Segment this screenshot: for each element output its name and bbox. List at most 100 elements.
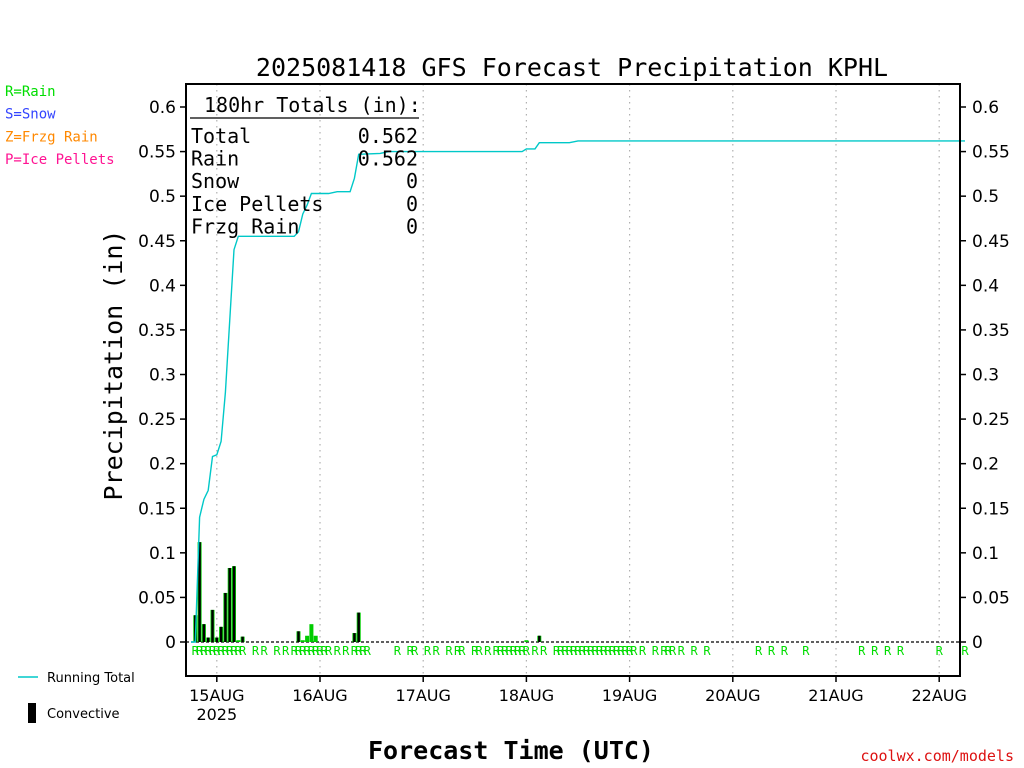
precip-type-marker: R xyxy=(493,644,501,658)
precip-type-marker: R xyxy=(652,644,660,658)
convective-bar xyxy=(215,637,218,642)
convective-bar xyxy=(353,633,356,642)
precip-type-marker: R xyxy=(359,644,367,658)
precip-type-marker: R xyxy=(557,644,565,658)
convective-bar xyxy=(357,612,360,642)
precip-type-marker: R xyxy=(858,644,866,658)
precip-type-marker: R xyxy=(407,644,415,658)
precip-type-marker: R xyxy=(523,644,531,658)
precip-type-marker: R xyxy=(196,644,204,658)
y-tick-label-left: 0.45 xyxy=(138,232,176,252)
legend-running-total-label: Running Total xyxy=(47,671,135,686)
precip-type-marker: R xyxy=(583,644,591,658)
totals-box: 180hr Totals (in): Total 0.562 Rain 0.562 Sno… xyxy=(190,93,421,238)
precip-type-marker: R xyxy=(510,644,518,658)
y-tick-label-left: 0.55 xyxy=(138,143,176,163)
x-tick-label: 20AUG xyxy=(705,686,760,705)
precip-type-marker: R xyxy=(669,644,677,658)
precip-type-marker: R xyxy=(351,644,359,658)
precip-type-marker: R xyxy=(613,644,621,658)
precip-type-marker: R xyxy=(936,644,944,658)
precip-type-marker: R xyxy=(475,644,483,658)
x-tick-label: 22AUG xyxy=(911,686,966,705)
precip-type-marker: R xyxy=(514,644,522,658)
precip-bars xyxy=(193,542,542,642)
legend-convective-swatch xyxy=(28,703,36,723)
y-tick-label-right: 0.35 xyxy=(972,321,1010,341)
y-tick-label-right: 0 xyxy=(972,633,983,653)
convective-bar xyxy=(207,637,210,642)
site-credit: coolwx.com/models xyxy=(860,747,1014,765)
precip-bar xyxy=(236,640,241,642)
y-tick-label-left: 0.25 xyxy=(138,410,176,430)
convective-bar xyxy=(232,566,236,642)
precip-type-marker: R xyxy=(501,644,509,658)
y-tick-label-left: 0.1 xyxy=(149,544,176,564)
precip-type-marker: R xyxy=(506,644,514,658)
precip-type-marker: R xyxy=(574,644,582,658)
x-tick-label: 15AUG xyxy=(189,686,244,705)
chart-title: 2025081418 GFS Forecast Precipitation KP… xyxy=(256,53,888,82)
precip-type-marker: R xyxy=(802,644,810,658)
y-tick-label-right: 0.2 xyxy=(972,455,999,475)
precip-type-marker: R xyxy=(217,644,225,658)
y-tick-label-right: 0.25 xyxy=(972,410,1010,430)
precip-type-marker: R xyxy=(342,644,350,658)
precip-type-marker: R xyxy=(316,644,324,658)
precip-type-marker: R xyxy=(200,644,208,658)
convective-bar xyxy=(228,567,231,642)
type-key-item: Z=Frzg Rain xyxy=(5,129,98,145)
totals-value: 0.562 xyxy=(358,124,418,148)
totals-value: 0 xyxy=(406,169,418,193)
precip-type-marker: R xyxy=(561,644,569,658)
totals-header: 180hr Totals (in): xyxy=(204,93,421,117)
precip-type-marker: R xyxy=(609,644,617,658)
convective-bar xyxy=(224,592,227,642)
y-tick-label-left: 0.3 xyxy=(149,366,176,386)
precip-type-marker: R xyxy=(665,644,673,658)
precip-type-marker: R xyxy=(411,644,419,658)
precip-type-marker: R xyxy=(325,644,333,658)
precip-type-marker: R xyxy=(252,644,260,658)
y-tick-label-right: 0.05 xyxy=(972,588,1010,608)
precip-type-marker: R xyxy=(230,644,238,658)
precip-type-marker: R xyxy=(312,644,320,658)
convective-bar xyxy=(202,624,206,642)
precip-type-marker: R xyxy=(566,644,574,658)
precip-type-marker: R xyxy=(295,644,303,658)
precip-type-marker: R xyxy=(239,644,247,658)
precip-type-marker: R xyxy=(209,644,217,658)
y-tick-label-left: 0.35 xyxy=(138,321,176,341)
precip-type-marker: R xyxy=(570,644,578,658)
precip-type-marker: R xyxy=(781,644,789,658)
precip-type-marker: R xyxy=(600,644,608,658)
y-tick-label-right: 0.5 xyxy=(972,187,999,207)
running-total-line xyxy=(191,140,965,643)
precip-type-marker: R xyxy=(364,644,372,658)
precip-type-marker: R xyxy=(660,644,668,658)
precip-type-marker: R xyxy=(497,644,505,658)
precip-type-marker: R xyxy=(226,644,234,658)
y-tick-label-left: 0.2 xyxy=(149,455,176,475)
convective-bar xyxy=(198,542,201,642)
precip-bar xyxy=(300,640,305,642)
type-key-item: P=Ice Pellets xyxy=(5,152,115,168)
type-key-item: S=Snow xyxy=(5,107,56,123)
precip-type-marker: R xyxy=(596,644,604,658)
precip-type-marker: R xyxy=(626,644,634,658)
precip-type-marker: R xyxy=(622,644,630,658)
precip-type-marker: R xyxy=(553,644,561,658)
running-total-line-group xyxy=(191,140,965,643)
precip-type-marker: R xyxy=(531,644,539,658)
precip-type-marker: R xyxy=(222,644,230,658)
precip-type-marker: R xyxy=(192,644,200,658)
y-tick-label-right: 0.6 xyxy=(972,98,999,118)
precip-type-marker: R xyxy=(617,644,625,658)
y-tick-label-right: 0.4 xyxy=(972,276,999,296)
totals-label: Ice Pellets xyxy=(191,192,323,216)
precip-type-marker: R xyxy=(884,644,892,658)
totals-value: 0 xyxy=(406,214,418,238)
precip-type-marker: R xyxy=(540,644,548,658)
